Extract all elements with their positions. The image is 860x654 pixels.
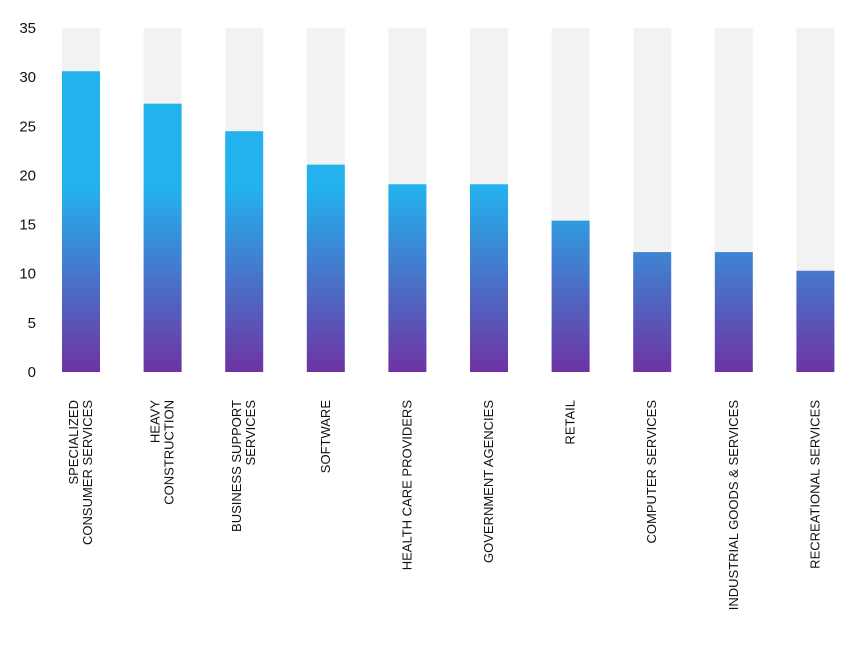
x-axis: SPECIALIZED CONSUMER SERVICES HEAVY CONSTRU… [66,400,822,611]
bar [306,164,345,372]
y-tick-label: 10 [19,266,36,283]
x-category-label: HEAVY [148,400,163,443]
x-category-label: INDUSTRIAL GOODS & SERVICES [726,400,741,611]
y-tick-label: 35 [19,20,36,37]
y-tick-label: 20 [19,167,36,184]
bar [551,220,590,372]
y-tick-label: 5 [28,315,36,332]
y-tick-label: 0 [28,364,36,381]
bar [796,270,835,372]
y-tick-label: 15 [19,217,36,234]
x-category-label: RETAIL [563,400,578,445]
bar [470,184,508,372]
bar [62,71,100,372]
bar [143,103,182,373]
y-tick-label: 25 [19,118,36,135]
x-category-label: SERVICES [243,400,258,466]
bar [633,252,672,372]
x-category-label: COMPUTER SERVICES [644,400,659,544]
x-category-label: SOFTWARE [318,400,333,474]
bar [388,184,427,372]
x-category-label: RECREATIONAL SERVICES [807,400,822,569]
x-category-label: BUSINESS SUPPORT [229,400,244,532]
bar [225,131,264,372]
x-category-label: HEALTH CARE PROVIDERS [399,400,414,571]
x-category-label: GOVERNMENT AGENCIES [481,400,496,563]
bar [714,252,753,372]
x-category-label: SPECIALIZED [66,400,81,485]
y-axis: 0 5 10 15 20 25 30 35 [19,20,36,381]
x-category-label: CONSUMER SERVICES [80,400,95,545]
bars [62,71,835,373]
y-tick-label: 30 [19,69,36,86]
x-category-label: CONSTRUCTION [162,400,177,505]
